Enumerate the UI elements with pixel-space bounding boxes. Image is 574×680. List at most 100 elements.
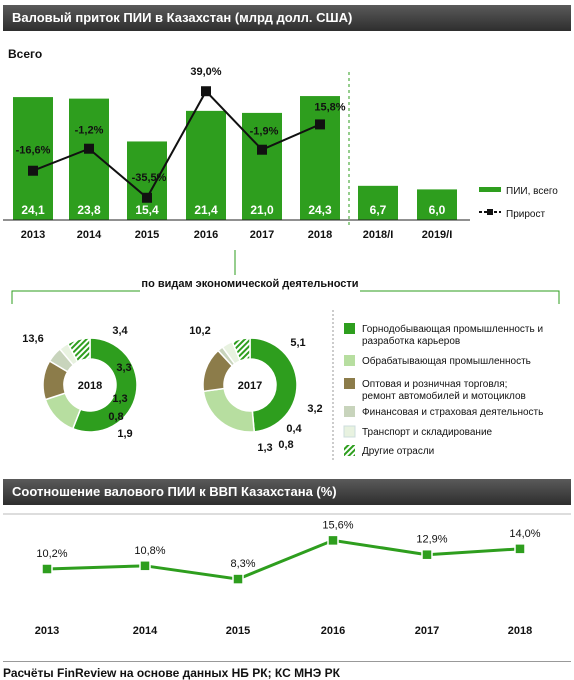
donut-2018-slice-0 bbox=[71, 337, 138, 433]
donut-2017-slice-0 bbox=[249, 337, 298, 433]
ratio-marker-2015 bbox=[232, 573, 244, 585]
bar-chart-title: Всего bbox=[8, 47, 42, 61]
growth-label-2016: 39,0% bbox=[190, 66, 221, 78]
ratio-label-2015: 8,3% bbox=[230, 558, 255, 570]
ratio-x-tick-2016: 2016 bbox=[321, 625, 345, 637]
donut-2018-label-3: 1,3 bbox=[112, 393, 127, 405]
donut-2017-label-1: 5,1 bbox=[290, 337, 305, 349]
x-tick-2015: 2015 bbox=[135, 229, 159, 241]
ratio-marker-2014 bbox=[139, 560, 151, 572]
sector-label-line: ремонт автомобилей и мотоциклов bbox=[362, 390, 526, 402]
pie-subtitle: по видам экономической деятельности bbox=[141, 278, 358, 290]
sector-swatch-3 bbox=[344, 406, 355, 417]
growth-marker-2017 bbox=[257, 144, 267, 155]
donut-2017-label-5: 1,3 bbox=[257, 442, 272, 454]
donut-2018-label-0: 13,6 bbox=[22, 333, 43, 345]
sector-label-line: Обрабатывающая промышленность bbox=[362, 355, 531, 367]
donut-2017-slice-5 bbox=[231, 337, 251, 362]
sector-swatch-5 bbox=[344, 445, 355, 456]
bar-2018 bbox=[300, 96, 340, 220]
bar-label-2013: 24,1 bbox=[21, 203, 45, 217]
sector-label-line: Оптовая и розничная торговля; bbox=[362, 379, 507, 390]
growth-marker-2018 bbox=[315, 119, 325, 130]
sector-label-4: Транспорт и складирование bbox=[362, 427, 493, 438]
x-tick-2018/I: 2018/I bbox=[363, 229, 394, 241]
donut-2017-label-3: 0,4 bbox=[286, 423, 302, 435]
sector-label-line: Горнодобывающая промышленность и bbox=[362, 323, 543, 335]
bar-label-2019/I: 6,0 bbox=[429, 203, 446, 217]
ratio-marker-2017 bbox=[421, 548, 433, 561]
legend-marker-growth bbox=[487, 209, 493, 215]
bracket bbox=[11, 290, 560, 304]
ratio-x-tick-2015: 2015 bbox=[226, 625, 250, 637]
ratio-marker-2016 bbox=[327, 534, 339, 547]
bar-label-2016: 21,4 bbox=[194, 203, 218, 217]
ratio-x-tick-2013: 2013 bbox=[35, 625, 59, 637]
donut-2018-label-5: 1,9 bbox=[117, 428, 132, 440]
sector-swatch-1 bbox=[344, 355, 355, 366]
sector-label-line: разработка карьеров bbox=[362, 335, 460, 347]
ratio-label-2017: 12,9% bbox=[416, 534, 447, 546]
donut-2017-label-0: 10,2 bbox=[189, 325, 210, 337]
growth-marker-2015 bbox=[142, 192, 152, 203]
sector-label-5: Другие отрасли bbox=[362, 446, 434, 457]
donut-2017-slice-1 bbox=[202, 387, 256, 433]
sector-label-2: Оптовая и розничная торговля; ремонт авто… bbox=[362, 379, 526, 402]
bar-2019/I bbox=[417, 189, 457, 220]
sector-label-0: Горнодобывающая промышленность и разработ… bbox=[362, 323, 543, 347]
chart-header-fdi-gdp: Соотношение валового ПИИ к ВВП Казахстан… bbox=[3, 479, 571, 505]
sector-swatch-4 bbox=[343, 425, 356, 438]
ratio-marker-2013 bbox=[41, 563, 53, 575]
x-tick-2019/I: 2019/I bbox=[422, 229, 453, 241]
growth-label-2015: -35,5% bbox=[132, 172, 167, 184]
x-tick-2018: 2018 bbox=[308, 229, 332, 241]
ratio-label-2014: 10,8% bbox=[134, 545, 165, 557]
legend-label-fdi: ПИИ, всего bbox=[506, 186, 558, 197]
sector-label-1: Обрабатывающая промышленность bbox=[362, 355, 531, 367]
legend-swatch-fdi bbox=[479, 187, 501, 192]
ratio-label-2013: 10,2% bbox=[36, 548, 67, 560]
ratio-x-tick-2017: 2017 bbox=[415, 625, 439, 637]
x-tick-2017: 2017 bbox=[250, 229, 274, 241]
ratio-label-2016: 15,6% bbox=[322, 519, 353, 531]
legend-label-growth: Прирост bbox=[506, 209, 545, 220]
donut-2018-label-4: 0,8 bbox=[108, 411, 123, 423]
sector-swatch-0 bbox=[344, 323, 355, 334]
chart-header-fdi: Валовый приток ПИИ в Казахстан (млрд дол… bbox=[3, 5, 571, 31]
donut-2018-label-1: 3,4 bbox=[112, 325, 128, 337]
ratio-x-tick-2014: 2014 bbox=[133, 625, 158, 637]
bar-2016 bbox=[186, 110, 226, 220]
sector-swatch-2 bbox=[344, 378, 355, 389]
growth-label-2018: 15,8% bbox=[314, 101, 345, 113]
bar-label-2015: 15,4 bbox=[135, 203, 159, 217]
sector-label-line: Другие отрасли bbox=[362, 446, 434, 457]
growth-marker-2016 bbox=[201, 86, 211, 97]
ratio-line bbox=[46, 538, 521, 581]
bar-label-2018/I: 6,7 bbox=[370, 203, 387, 217]
sector-label-3: Финансовая и страховая деятельность bbox=[362, 407, 543, 418]
growth-marker-2013 bbox=[28, 165, 38, 176]
ratio-marker-2018 bbox=[514, 543, 526, 555]
x-tick-2013: 2013 bbox=[21, 229, 45, 241]
donut-2017-label-2: 3,2 bbox=[307, 403, 322, 415]
sector-label-line: Финансовая и страховая деятельность bbox=[362, 407, 543, 418]
x-tick-2016: 2016 bbox=[194, 229, 218, 241]
growth-marker-2014 bbox=[84, 143, 94, 154]
growth-line bbox=[32, 89, 321, 200]
donut-2018-slice-5 bbox=[66, 337, 91, 364]
growth-label-2013: -16,6% bbox=[16, 145, 51, 157]
donut-center-2018: 2018 bbox=[78, 380, 102, 392]
bar-2018/I bbox=[358, 185, 398, 220]
bar-2013 bbox=[13, 97, 53, 220]
ratio-x-tick-2018: 2018 bbox=[508, 625, 532, 637]
bar-label-2018: 24,3 bbox=[308, 203, 332, 217]
x-tick-2014: 2014 bbox=[77, 229, 102, 241]
donut-center-2017: 2017 bbox=[238, 380, 262, 392]
bar-2015 bbox=[127, 141, 167, 220]
bar-label-2017: 21,0 bbox=[250, 203, 274, 217]
bar-label-2014: 23,8 bbox=[77, 203, 101, 217]
growth-label-2014: -1,2% bbox=[75, 125, 104, 137]
growth-label-2017: -1,9% bbox=[250, 126, 279, 138]
source-note: Расчёты FinReview на основе данных НБ РК… bbox=[3, 661, 571, 680]
